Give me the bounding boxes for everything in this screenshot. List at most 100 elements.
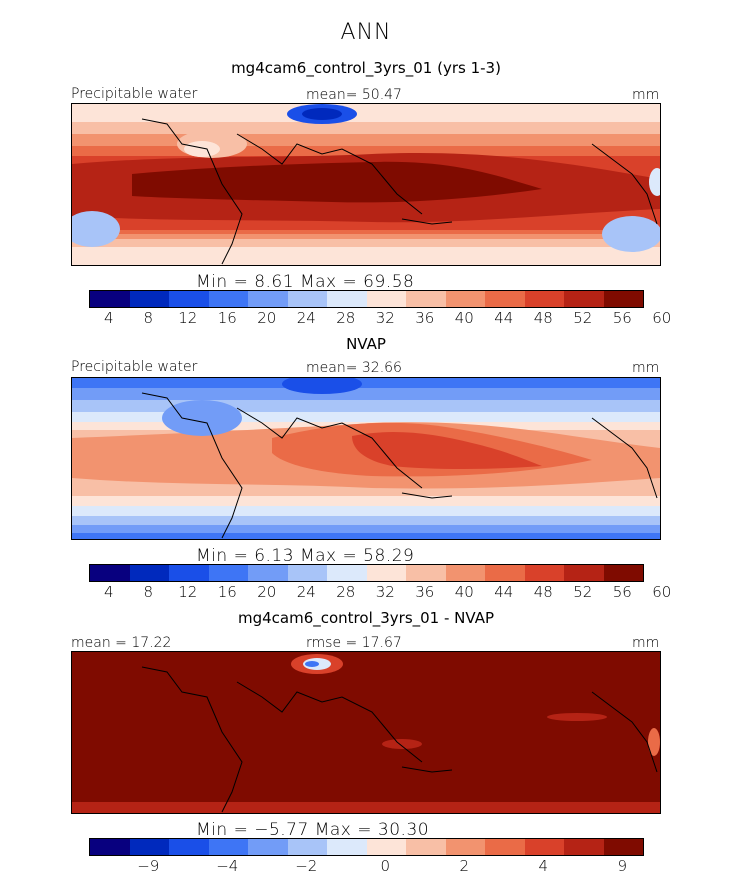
colorbar-tick-label: 52 xyxy=(573,583,593,601)
colorbar-tick-label: −2 xyxy=(295,857,318,875)
cbar2-seg xyxy=(366,565,406,581)
cbar3-seg xyxy=(366,839,406,855)
cbar2-seg xyxy=(327,565,367,581)
cbar2-seg xyxy=(564,565,604,581)
cbar2-seg xyxy=(524,565,564,581)
colorbar-tick-label: 16 xyxy=(217,309,237,327)
cbar3-seg xyxy=(406,839,446,855)
colorbar-tick-label: 4 xyxy=(103,583,114,601)
colorbar-tick-label: 9 xyxy=(617,857,628,875)
colorbar-tick-label: 24 xyxy=(296,583,316,601)
cbar2-seg xyxy=(603,565,643,581)
panel1-stats: Min = 8.61 Max = 69.58 xyxy=(196,272,415,292)
colorbar-tick-label: 44 xyxy=(494,583,514,601)
cbar1-seg xyxy=(327,291,367,307)
colorbar-tick-label: 8 xyxy=(143,583,154,601)
panel3-field xyxy=(72,652,660,813)
panel1-colorbar xyxy=(89,290,644,308)
colorbar-tick-label: 4 xyxy=(103,309,114,327)
colorbar-tick-label: 36 xyxy=(415,583,435,601)
colorbar-tick-label: 8 xyxy=(143,309,154,327)
panel3-title: mg4cam6_control_3yrs_01 - NVAP xyxy=(237,609,495,627)
cbar2-seg xyxy=(287,565,327,581)
cbar3-seg xyxy=(287,839,327,855)
figure-suptitle: ANN xyxy=(340,20,392,45)
cbar2-seg xyxy=(485,565,525,581)
panel3-left-label: mean = 17.22 xyxy=(71,635,172,651)
colorbar-tick-label: 48 xyxy=(533,583,553,601)
cbar1-seg xyxy=(564,291,604,307)
colorbar-tick-label: 36 xyxy=(415,309,435,327)
colorbar-tick-label: 20 xyxy=(257,583,277,601)
colorbar-tick-label: 28 xyxy=(336,583,356,601)
cbar3-seg xyxy=(485,839,525,855)
cbar1-seg xyxy=(287,291,327,307)
cbar3-seg xyxy=(445,839,485,855)
cbar2-seg xyxy=(208,565,248,581)
cbar2-seg xyxy=(406,565,446,581)
cbar1-seg xyxy=(406,291,446,307)
cbar1-seg xyxy=(445,291,485,307)
cbar3-seg xyxy=(564,839,604,855)
panel2-field xyxy=(72,378,660,539)
colorbar-tick-label: 0 xyxy=(380,857,391,875)
cbar1-seg xyxy=(208,291,248,307)
cbar2-seg xyxy=(129,565,169,581)
colorbar-tick-label: 52 xyxy=(573,309,593,327)
panel2-right-label: mm xyxy=(632,360,660,376)
colorbar-tick-label: 24 xyxy=(296,309,316,327)
colorbar-tick-label: 32 xyxy=(375,583,395,601)
cbar3-seg xyxy=(248,839,288,855)
panel2-center-label: mean= 32.66 xyxy=(306,360,402,376)
cbar3-seg xyxy=(208,839,248,855)
cbar1-seg xyxy=(248,291,288,307)
colorbar-tick-label: 12 xyxy=(178,309,198,327)
panel2-colorbar xyxy=(89,564,644,582)
colorbar-tick-label: 60 xyxy=(652,309,672,327)
colorbar-tick-label: −4 xyxy=(216,857,239,875)
cbar1-seg xyxy=(603,291,643,307)
panel1-left-label: Precipitable water xyxy=(71,86,198,102)
colorbar-tick-label: 56 xyxy=(612,309,632,327)
cbar3-seg xyxy=(169,839,209,855)
panel3-right-label: mm xyxy=(632,635,660,651)
cbar2-seg xyxy=(248,565,288,581)
colorbar-tick-label: 56 xyxy=(612,583,632,601)
colorbar-tick-label: 28 xyxy=(336,309,356,327)
cbar1-seg xyxy=(366,291,406,307)
cbar3-seg xyxy=(524,839,564,855)
cbar1-seg xyxy=(524,291,564,307)
colorbar-tick-label: 40 xyxy=(454,583,474,601)
panel1-field xyxy=(72,104,660,265)
colorbar-tick-label: 32 xyxy=(375,309,395,327)
cbar1-seg xyxy=(90,291,130,307)
cbar2-seg xyxy=(169,565,209,581)
cbar1-seg xyxy=(485,291,525,307)
colorbar-tick-label: 16 xyxy=(217,583,237,601)
panel3-map xyxy=(71,651,661,814)
cbar3-seg xyxy=(327,839,367,855)
cbar2-seg xyxy=(445,565,485,581)
panel3-center-label: rmse = 17.67 xyxy=(306,635,402,651)
colorbar-tick-label: 48 xyxy=(533,309,553,327)
colorbar-tick-label: 60 xyxy=(652,583,672,601)
cbar3-seg xyxy=(90,839,130,855)
panel3-colorbar xyxy=(89,838,644,856)
cbar3-seg xyxy=(603,839,643,855)
colorbar-tick-label: 20 xyxy=(257,309,277,327)
cbar1-seg xyxy=(169,291,209,307)
colorbar-tick-label: −9 xyxy=(137,857,160,875)
panel1-center-label: mean= 50.47 xyxy=(306,87,402,103)
cbar3-seg xyxy=(129,839,169,855)
panel2-title: NVAP xyxy=(346,335,386,353)
colorbar-tick-label: 4 xyxy=(538,857,549,875)
panel1-title: mg4cam6_control_3yrs_01 (yrs 1-3) xyxy=(231,59,501,77)
colorbar-tick-label: 2 xyxy=(459,857,470,875)
colorbar-tick-label: 44 xyxy=(494,309,514,327)
cbar1-seg xyxy=(129,291,169,307)
colorbar-tick-label: 40 xyxy=(454,309,474,327)
panel1-right-label: mm xyxy=(632,87,660,103)
panel1-map xyxy=(71,103,661,266)
colorbar-tick-label: 12 xyxy=(178,583,198,601)
panel2-left-label: Precipitable water xyxy=(71,359,198,375)
